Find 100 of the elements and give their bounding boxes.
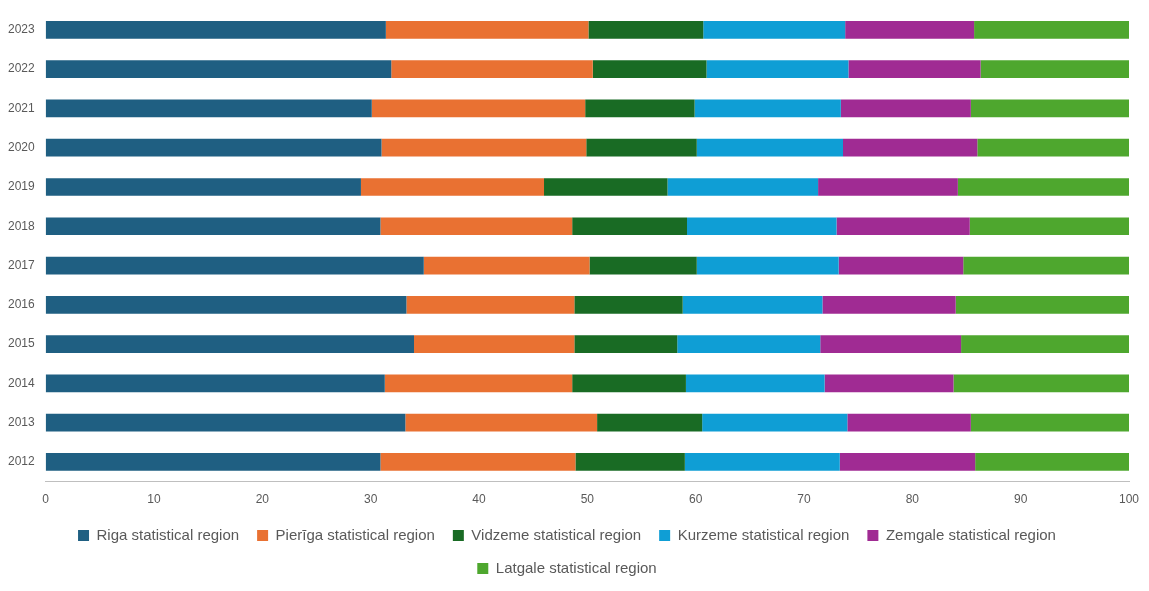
bar — [961, 335, 1129, 353]
legend-label: Latgale statistical region — [495, 558, 657, 576]
bar — [682, 295, 823, 314]
bar — [45, 60, 392, 78]
bar — [45, 138, 382, 157]
bar — [586, 138, 697, 157]
bar — [969, 217, 1129, 236]
bar — [847, 413, 971, 432]
bar — [975, 453, 1129, 471]
bar — [684, 453, 840, 471]
y-tick-label: 2019 — [7, 179, 36, 194]
x-tick-label: 0 — [42, 492, 50, 507]
bar — [839, 453, 976, 471]
bar — [685, 374, 825, 393]
bar — [45, 335, 415, 353]
y-tick-label: 2016 — [7, 297, 36, 312]
bar — [703, 21, 846, 39]
bar — [824, 374, 954, 393]
bar — [838, 256, 964, 275]
bar — [381, 138, 587, 157]
x-tick-label: 60 — [689, 492, 703, 507]
bar — [667, 178, 819, 196]
bar — [45, 217, 381, 236]
x-tick-label: 20 — [255, 492, 270, 507]
bar — [391, 60, 593, 78]
bar — [45, 295, 407, 314]
y-tick-label: 2018 — [7, 218, 36, 233]
x-tick-label: 40 — [472, 492, 487, 507]
bar — [380, 217, 573, 236]
bar — [840, 99, 971, 118]
x-tick-label: 100 — [1118, 492, 1140, 507]
bar — [836, 217, 970, 236]
x-tick-label: 30 — [364, 492, 378, 507]
bar — [574, 295, 683, 314]
legend-label: Vidzeme statistical region — [471, 525, 642, 543]
y-tick-label: 2013 — [7, 414, 36, 429]
bar — [572, 217, 688, 236]
bar — [696, 138, 844, 157]
bar — [953, 374, 1129, 393]
bar — [45, 21, 386, 39]
y-tick-label: 2021 — [7, 100, 36, 115]
bar — [818, 178, 958, 196]
bar — [414, 335, 575, 353]
y-tick-label: 2015 — [7, 336, 36, 351]
bar — [696, 256, 839, 275]
y-tick-label: 2012 — [7, 454, 36, 469]
bar — [820, 335, 962, 353]
legend-label: Kurzeme statistical region — [677, 525, 850, 543]
bar — [970, 413, 1129, 432]
bar — [423, 256, 590, 275]
bar — [360, 178, 545, 196]
bar — [572, 374, 686, 393]
bar — [575, 453, 685, 471]
y-tick-label: 2017 — [7, 257, 36, 272]
y-tick-label: 2020 — [7, 140, 36, 154]
bar — [45, 99, 372, 118]
bar — [822, 295, 956, 314]
x-tick-label: 10 — [147, 492, 162, 507]
y-tick-label: 2023 — [7, 22, 36, 37]
bar — [371, 99, 586, 118]
bar — [385, 21, 589, 39]
bar — [706, 60, 849, 78]
bar — [845, 21, 975, 39]
y-tick-label: 2014 — [7, 375, 36, 390]
bar — [406, 295, 575, 314]
bar — [694, 99, 841, 118]
x-tick-label: 70 — [797, 492, 811, 507]
bar — [957, 178, 1129, 196]
x-tick-label: 50 — [580, 492, 595, 507]
legend-label: Riga statistical region — [96, 525, 240, 543]
bar — [980, 60, 1129, 78]
bar — [687, 217, 837, 236]
bar — [45, 453, 381, 471]
bar — [977, 138, 1129, 157]
bar — [592, 60, 707, 78]
bar — [405, 413, 598, 432]
bar — [970, 99, 1129, 118]
bar — [45, 413, 406, 432]
bar — [955, 295, 1129, 314]
y-tick-label: 2022 — [7, 61, 36, 76]
bar — [544, 178, 668, 196]
bar — [974, 21, 1129, 39]
bar — [588, 21, 704, 39]
legend-label: Zemgale statistical region — [885, 525, 1056, 543]
bar — [963, 256, 1129, 275]
bar — [574, 335, 678, 353]
bar — [45, 256, 424, 275]
bar — [597, 413, 703, 432]
x-tick-label: 80 — [905, 492, 920, 507]
legend-label: Pierīga statistical region — [275, 525, 435, 543]
bar — [843, 138, 978, 157]
bar — [589, 256, 697, 275]
bar — [677, 335, 821, 353]
bar — [585, 99, 695, 118]
bar — [45, 178, 361, 196]
bar — [384, 374, 573, 393]
bar — [702, 413, 848, 432]
bar — [848, 60, 981, 78]
bar — [45, 374, 385, 393]
x-tick-label: 90 — [1013, 492, 1028, 507]
